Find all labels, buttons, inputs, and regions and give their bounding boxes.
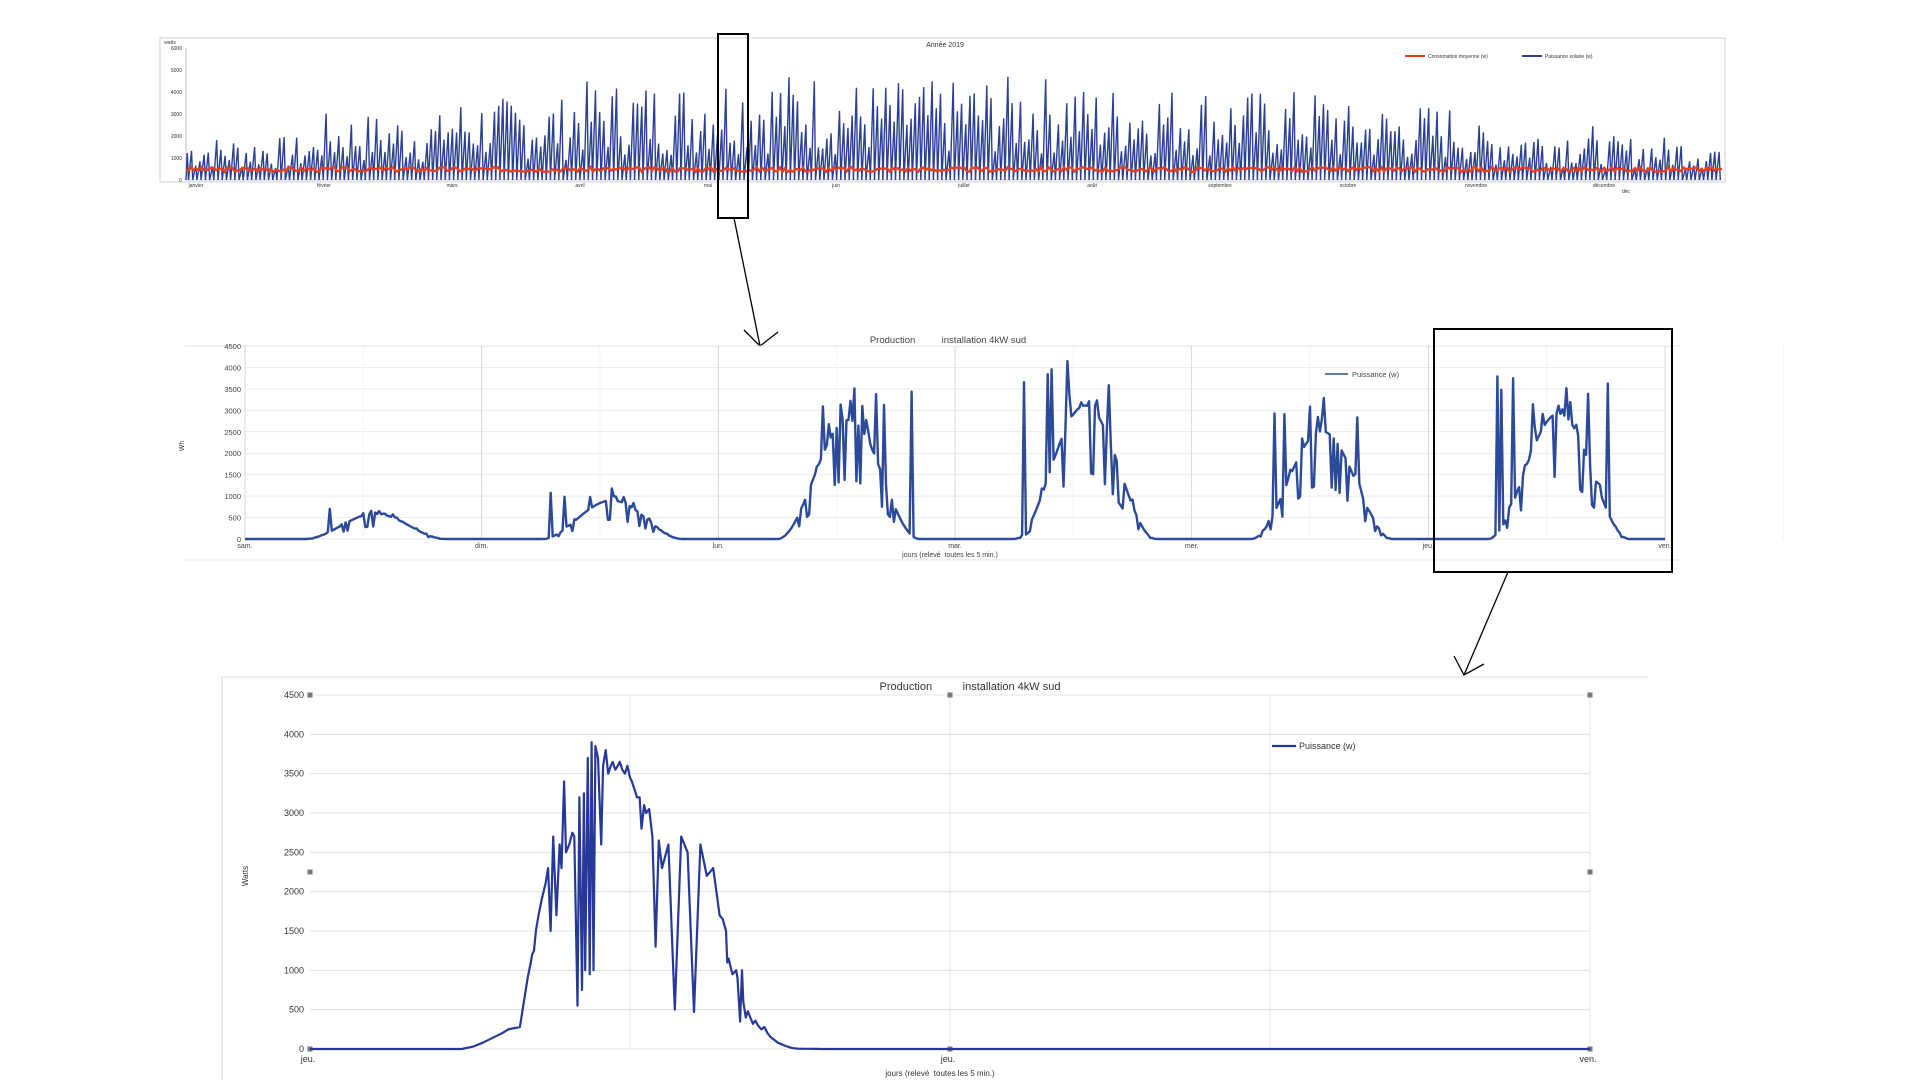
chart-week-series-line bbox=[245, 360, 1665, 541]
y-tick-label: 3500 bbox=[284, 769, 304, 779]
y-tick-label: 4500 bbox=[224, 342, 241, 351]
chart-year-title: Année 2019 bbox=[926, 42, 964, 49]
selection-handle bbox=[307, 869, 313, 875]
y-tick-label: 1000 bbox=[224, 492, 241, 501]
chart-year-extra-label: déc bbox=[1622, 189, 1631, 195]
chart-week: Production installation 4kW sud Wh 0 500 1… bbox=[179, 328, 1784, 573]
selection-handle bbox=[307, 692, 313, 698]
chart-day-grid bbox=[310, 694, 1591, 1050]
x-tick-label: mer. bbox=[1185, 543, 1199, 550]
chart-day-x-ticks: jeu. jeu. ven. bbox=[300, 1054, 1597, 1064]
month-label: avril bbox=[575, 183, 584, 189]
selection-handle bbox=[947, 692, 953, 698]
x-tick-label: sam. bbox=[237, 543, 252, 550]
y-tick-label: 4500 bbox=[284, 690, 304, 700]
chart-year-solar-series bbox=[185, 76, 1721, 181]
y-tick-label: 3500 bbox=[224, 385, 241, 394]
y-tick-label: 6000 bbox=[171, 46, 182, 52]
legend-label: Puissance (w) bbox=[1299, 741, 1356, 751]
y-tick-label: 1000 bbox=[284, 965, 304, 975]
month-label: juin bbox=[831, 183, 840, 189]
chart-week-legend: Puissance (w) bbox=[1325, 370, 1400, 379]
x-tick-label: ven. bbox=[1658, 543, 1671, 550]
x-tick-label: jeu. bbox=[940, 1054, 956, 1064]
y-tick-label: 2000 bbox=[284, 887, 304, 897]
month-label: juillet bbox=[957, 183, 970, 189]
zoom-selection-box-2 bbox=[1433, 328, 1673, 573]
y-tick-label: 2500 bbox=[284, 847, 304, 857]
month-label: novembre bbox=[1465, 183, 1487, 189]
x-tick-label: mar. bbox=[948, 543, 962, 550]
month-label: octobre bbox=[1340, 183, 1357, 189]
chart-day-ylabel: Watts bbox=[241, 866, 250, 886]
y-tick-label: 5000 bbox=[171, 68, 182, 74]
y-tick-label: 2000 bbox=[224, 449, 241, 458]
month-label: août bbox=[1087, 183, 1097, 189]
x-tick-label: lun. bbox=[713, 543, 724, 550]
chart-day-title: Production installation 4kW sud bbox=[880, 681, 1061, 693]
chart-week-x-ticks: sam. dim. lun. mar. mer. jeu. ven. bbox=[237, 543, 1671, 550]
solar-daily-peaks bbox=[185, 76, 1721, 181]
legend-label: Puissance (w) bbox=[1352, 370, 1400, 379]
month-label: mai bbox=[704, 183, 712, 189]
chart-year-consumption-line bbox=[185, 164, 1723, 175]
zoom-arrow-1 bbox=[733, 217, 779, 347]
chart-day-y-ticks: 0 500 1000 1500 2000 2500 3000 3500 4000 4500 bbox=[284, 690, 304, 1054]
y-tick-label: 1500 bbox=[284, 926, 304, 936]
y-tick-label: 1000 bbox=[171, 156, 182, 162]
y-tick-label: 0 bbox=[179, 178, 182, 184]
month-label: février bbox=[317, 183, 331, 189]
y-tick-label: 4000 bbox=[171, 90, 182, 96]
chart-week-title: Production installation 4kW sud bbox=[870, 335, 1026, 346]
x-tick-label: dim. bbox=[475, 543, 488, 550]
selection-handle bbox=[1587, 869, 1593, 875]
chart-day-legend: Puissance (w) bbox=[1272, 741, 1356, 751]
chart-year-ylabel: watts bbox=[164, 40, 176, 46]
y-tick-label: 1500 bbox=[224, 471, 241, 480]
month-label: janvier bbox=[188, 183, 204, 189]
chart-year-y-ticks: 0 1000 2000 3000 4000 5000 6000 bbox=[171, 46, 182, 184]
zoom-selection-box-1 bbox=[717, 33, 749, 219]
y-tick-label: 500 bbox=[289, 1005, 304, 1015]
x-tick-label: ven. bbox=[1579, 1054, 1596, 1064]
x-tick-label: jeu. bbox=[1422, 543, 1434, 550]
y-tick-label: 3000 bbox=[171, 112, 182, 118]
chart-week-ylabel: Wh bbox=[179, 441, 186, 452]
chart-week-y-ticks: 0 500 1000 1500 2000 2500 3000 3500 4000 4500 bbox=[224, 342, 241, 544]
chart-day-series-line bbox=[310, 741, 1590, 1051]
chart-year-frame bbox=[159, 37, 1726, 183]
chart-day-xlabel: jours (relevé toutes les 5 min.) bbox=[884, 1069, 995, 1078]
chart-year-month-labels: janvier février mars avril mai juin juillet aoû… bbox=[188, 183, 1616, 189]
month-label: mars bbox=[446, 183, 458, 189]
y-tick-label: 4000 bbox=[224, 363, 241, 372]
chart-year: Année 2019 watts 0 1000 2000 3000 4000 5000 60… bbox=[159, 33, 1726, 219]
y-tick-label: 0 bbox=[299, 1044, 304, 1054]
month-label: septembre bbox=[1208, 183, 1232, 189]
x-tick-label: jeu. bbox=[300, 1054, 316, 1064]
y-tick-label: 2000 bbox=[171, 134, 182, 140]
y-tick-label: 0 bbox=[237, 535, 241, 544]
y-tick-label: 500 bbox=[228, 514, 241, 523]
zoom-arrow-2 bbox=[1453, 571, 1509, 676]
chart-year-legend: Consomation moyenne (w) Puissance solair… bbox=[1405, 54, 1593, 60]
y-tick-label: 3000 bbox=[224, 406, 241, 415]
y-tick-label: 4000 bbox=[284, 729, 304, 739]
legend-solar-label: Puissance solaire (w) bbox=[1545, 54, 1593, 60]
selection-handle bbox=[1587, 692, 1593, 698]
month-label: décembre bbox=[1593, 183, 1615, 189]
y-tick-label: 2500 bbox=[224, 428, 241, 437]
chart-day: Production installation 4kW sud Watts 0 5… bbox=[221, 676, 1648, 1080]
y-tick-label: 3000 bbox=[284, 808, 304, 818]
chart-week-xlabel: jours (relevé toutes les 5 min.) bbox=[901, 552, 998, 559]
legend-consumption-label: Consomation moyenne (w) bbox=[1428, 54, 1488, 60]
